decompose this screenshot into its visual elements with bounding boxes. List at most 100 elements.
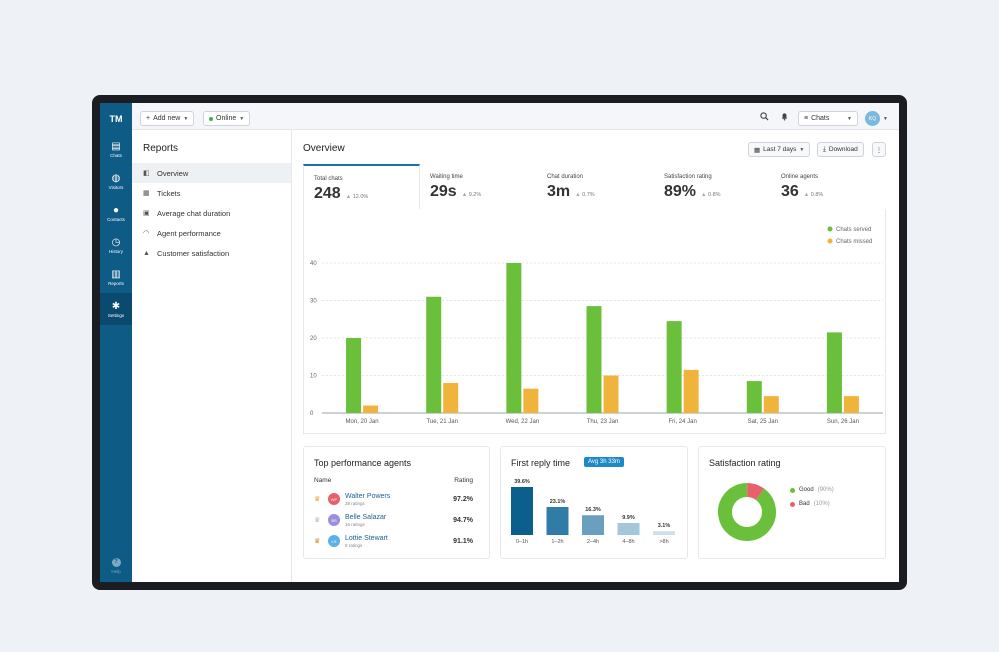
reply-bar[interactable] — [617, 523, 640, 535]
rail-item-label: Chats — [110, 152, 122, 158]
chart-icon: ▥ — [111, 268, 121, 280]
bar-missed[interactable] — [443, 383, 459, 413]
sidebar-item-agent-performance[interactable]: ◠ Agent performance — [132, 223, 291, 243]
bar-served[interactable] — [586, 306, 602, 413]
more-options-button[interactable]: ⋮ — [872, 142, 886, 157]
bar-served[interactable] — [506, 263, 522, 413]
rail-item-contacts[interactable]: ● Contacts — [100, 197, 132, 229]
good-pct: (90%) — [817, 487, 834, 493]
col-name: Name — [314, 477, 332, 484]
x-tick-label: Mon, 20 Jan — [346, 419, 379, 425]
first-reply-title: First reply time — [511, 458, 571, 468]
bar-missed[interactable] — [683, 369, 699, 413]
kpi-change: ▲ 0.8% — [804, 192, 824, 198]
rail-item-reports[interactable]: ▥ Reports — [100, 261, 132, 293]
help-button[interactable]: ? Help — [100, 558, 132, 574]
chevron-down-icon[interactable]: ▼ — [883, 116, 888, 122]
kpi-value: 29s — [430, 183, 457, 200]
person-icon: ● — [112, 204, 120, 216]
list-icon: ≡ — [804, 115, 809, 122]
rail-item-history[interactable]: ◷ History — [100, 229, 132, 261]
kpi-label: Waiting time — [430, 174, 463, 180]
agent-name[interactable]: Lottie Stewart — [345, 534, 388, 542]
bar-missed[interactable] — [843, 396, 859, 413]
calendar-icon: ▦ — [754, 146, 761, 154]
arrow-up-icon: ▲ — [803, 192, 811, 198]
user-avatar[interactable]: KQ — [865, 111, 880, 126]
donut-slice-bad[interactable] — [716, 481, 777, 542]
kpi-tab-satisfaction-rating[interactable]: Satisfaction rating 89% ▲ 0.8% — [654, 164, 771, 209]
agent-name[interactable]: Belle Salazar — [345, 513, 387, 521]
legend-label: Chats missed — [836, 239, 872, 245]
first-reply-bar-chart: 39.6% 0–1h 23.1% 1–2h 16.3% 2–4h 9.9% 4–8h 3.1% >… — [511, 479, 675, 545]
app-logo[interactable]: TM — [109, 114, 123, 124]
kpi-value: 36 — [781, 183, 799, 200]
x-tick-label: Sat, 25 Jan — [748, 419, 778, 425]
chat-icon: ▤ — [111, 140, 121, 152]
agent-avatar: LS — [328, 535, 340, 547]
reply-bar[interactable] — [582, 515, 604, 535]
bar-missed[interactable] — [523, 388, 539, 413]
x-tick-label: Tue, 21 Jan — [426, 419, 457, 425]
donut-slice-good[interactable] — [716, 481, 777, 542]
rail-item-label: Contacts — [107, 216, 125, 222]
agent-rating: 94.7% — [453, 516, 473, 524]
rail-item-label: Visitors — [108, 184, 124, 190]
bar-missed[interactable] — [363, 405, 379, 414]
sidebar-item-average-chat-duration[interactable]: ▣ Average chat duration — [132, 203, 291, 223]
sidebar-item-customer-satisfaction[interactable]: ▲ Customer satisfaction — [132, 243, 291, 263]
nav-rail: TM ▤ Chats ◍ Visitors ● Contacts ◷ History ▥ Repo… — [100, 103, 132, 582]
headset-icon: ◠ — [143, 230, 150, 237]
add-new-button[interactable]: + Add new ▼ — [140, 111, 195, 126]
reply-bar[interactable] — [653, 531, 675, 535]
kpi-value: 248 — [314, 185, 341, 202]
download-button[interactable]: ⤓ Download — [817, 142, 864, 157]
bar-served[interactable] — [746, 381, 762, 413]
arrow-up-icon: ▲ — [575, 192, 583, 198]
sidebar-item-label: Tickets — [157, 188, 181, 198]
sidebar-item-tickets[interactable]: ▦ Tickets — [132, 183, 291, 203]
sidebar-item-label: Customer satisfaction — [157, 248, 230, 258]
trophy-icon: ♛ — [314, 538, 321, 545]
bar-served[interactable] — [666, 321, 682, 413]
reply-bar[interactable] — [546, 507, 569, 535]
chats-select[interactable]: ≡ Chats ▼ — [798, 111, 858, 126]
reply-bar-label: 0–1h — [516, 539, 528, 545]
arrow-up-icon: ▲ — [345, 194, 353, 200]
reply-bar[interactable] — [511, 487, 533, 535]
kpi-change: ▲ 0.8% — [701, 192, 721, 198]
agent-rating: 97.2% — [453, 495, 473, 503]
bell-icon[interactable] — [780, 112, 789, 123]
rail-item-label: History — [108, 248, 123, 254]
bar-served[interactable] — [346, 338, 362, 413]
rail-item-visitors[interactable]: ◍ Visitors — [100, 165, 132, 197]
top-agents-card: Top performance agents Name Rating ♛ WP Wa… — [303, 446, 490, 559]
reply-bar-label: 1–2h — [551, 539, 563, 545]
agents-table-header: Name Rating — [314, 477, 473, 484]
online-status-icon — [209, 116, 213, 121]
bar-missed[interactable] — [603, 375, 619, 414]
tickets-icon: ▦ — [143, 190, 150, 197]
overview-icon: ◧ — [143, 170, 150, 177]
gear-icon: ✱ — [111, 300, 121, 312]
sidebar-item-overview[interactable]: ◧ Overview — [132, 163, 291, 183]
date-range-dropdown[interactable]: ▦ Last 7 days ▼ — [748, 142, 811, 157]
kpi-value: 3m — [547, 183, 571, 200]
search-icon[interactable] — [760, 112, 769, 123]
bar-served[interactable] — [826, 332, 842, 413]
chevron-down-icon: ▼ — [183, 115, 189, 122]
bar-missed[interactable] — [763, 396, 779, 413]
rail-item-settings[interactable]: ✱ Settings — [100, 293, 132, 325]
kpi-tab-chat-duration[interactable]: Chat duration 3m ▲ 0.7% — [537, 164, 654, 209]
kpi-tab-waiting-time[interactable]: Waiting time 29s ▲ 9.2% — [420, 164, 537, 209]
bar-served[interactable] — [426, 296, 442, 413]
kpi-change-value: 9.2% — [468, 192, 482, 198]
agent-row: ♛ LS Lottie Stewart 8 ratings 91.1% — [314, 532, 473, 550]
kpi-tab-online-agents[interactable]: Online agents 36 ▲ 0.8% — [771, 164, 888, 209]
status-dropdown[interactable]: Online ▼ — [203, 111, 251, 126]
rail-item-chats[interactable]: ▤ Chats — [100, 133, 132, 165]
bad-swatch — [790, 501, 795, 507]
kpi-tab-total-chats[interactable]: Total chats 248 ▲ 12.0% — [303, 164, 420, 209]
agent-name[interactable]: Walter Powers — [345, 492, 391, 500]
rail-item-label: Settings — [107, 312, 125, 318]
